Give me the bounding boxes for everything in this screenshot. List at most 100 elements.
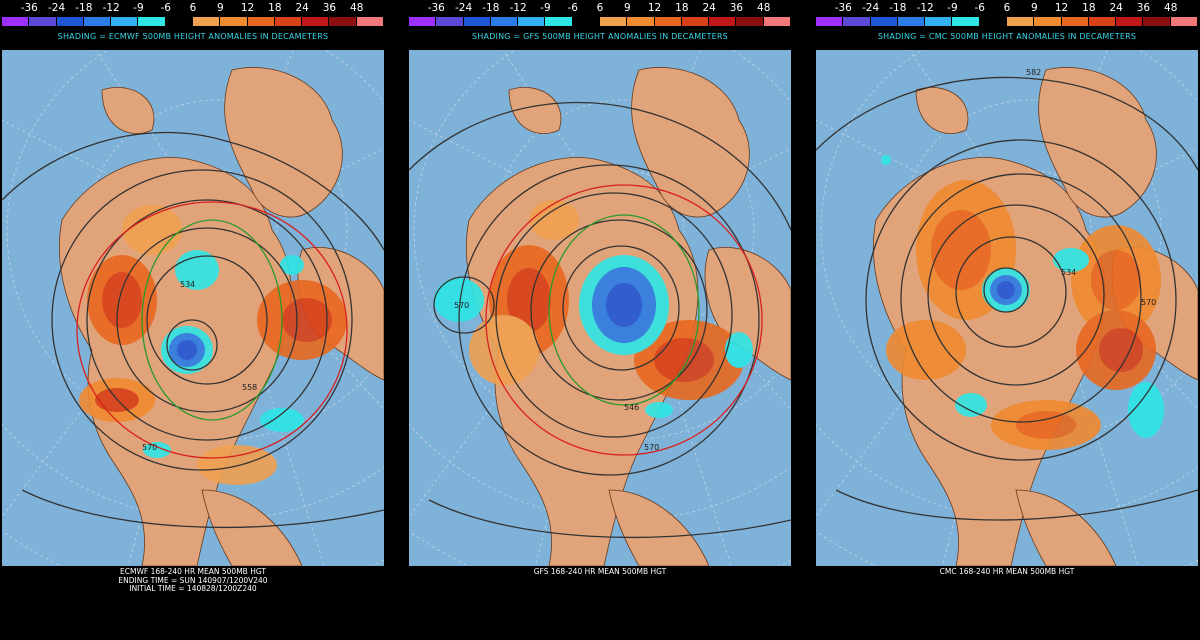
legend-swatch	[816, 17, 844, 26]
legend-swatch	[220, 17, 248, 26]
legend-swatch	[463, 17, 491, 26]
legend-swatch	[356, 17, 384, 26]
legend-tick-label: 6	[596, 2, 604, 14]
gfs-height-map: 570 546 570	[409, 50, 791, 566]
legend-swatch	[56, 17, 84, 26]
legend-tick-label: 12	[647, 2, 662, 14]
legend-swatch	[843, 17, 871, 26]
legend-swatch	[165, 17, 193, 26]
legend-tick-label: 48	[1164, 2, 1178, 14]
legend-swatch	[1116, 17, 1144, 26]
legend-tick-label: 24	[295, 2, 309, 14]
legend-swatch	[274, 17, 303, 26]
legend-swatch	[111, 17, 139, 26]
legend-swatch	[627, 17, 655, 26]
contour-label: 534	[1061, 268, 1076, 277]
anomaly-legend: -36 -24 -18 -12 -9 -6 6 9 12 18 24 36 48	[2, 0, 384, 28]
legend-swatch	[925, 17, 953, 26]
legend-tick-label: 6	[189, 2, 197, 14]
legend-tick-label: -9	[540, 2, 551, 14]
legend-swatch	[709, 17, 737, 26]
legend-tick-label: 24	[702, 2, 716, 14]
legend-tick-label: -36	[834, 2, 852, 14]
legend-tick-label: 9	[216, 2, 224, 14]
contour-label: 558	[242, 383, 257, 392]
legend-tick-label: 12	[240, 2, 255, 14]
legend-swatch	[1170, 17, 1198, 26]
legend-tick-label: 18	[675, 2, 689, 14]
legend-swatch	[192, 17, 221, 26]
legend-swatch	[83, 17, 112, 26]
legend-tick-label: -36	[20, 2, 38, 14]
caption-line: ENDING TIME = SUN 140907/1200V240	[118, 575, 268, 585]
legend-swatch	[545, 17, 573, 26]
legend-swatch	[736, 17, 764, 26]
legend-color-bar	[816, 17, 1198, 26]
shading-title: SHADING = ECMWF 500MB HEIGHT ANOMALIES I…	[57, 32, 329, 41]
legend-swatch	[1061, 17, 1089, 26]
legend-tick-label: -6	[974, 2, 985, 14]
caption-line: CMC 168-240 HR MEAN 500MB HGT	[939, 567, 1075, 576]
legend-swatch	[897, 17, 926, 26]
legend-swatch	[870, 17, 898, 26]
legend-tick-label: 12	[1054, 2, 1069, 14]
legend-tick-label: 48	[757, 2, 771, 14]
contour-label: 582	[1026, 68, 1041, 77]
legend-swatch	[599, 17, 628, 26]
legend-swatch	[572, 17, 600, 26]
legend-tick-label: -12	[509, 2, 527, 14]
legend-swatch	[1143, 17, 1171, 26]
contour-label: 570	[454, 301, 469, 310]
legend-tick-label: 9	[623, 2, 631, 14]
legend-swatch	[763, 17, 791, 26]
legend-tick-label: -12	[916, 2, 934, 14]
legend-swatch	[518, 17, 546, 26]
legend-swatch	[302, 17, 330, 26]
legend-swatch	[138, 17, 166, 26]
legend-tick-label: 48	[350, 2, 364, 14]
legend-swatch	[29, 17, 57, 26]
anomaly-legend: -36 -24 -18 -12 -9 -6 6 9 12 18 24 36 48	[816, 0, 1198, 28]
legend-tick-label: -24	[861, 2, 880, 14]
legend-color-bar	[409, 17, 791, 26]
shading-title: SHADING = CMC 500MB HEIGHT ANOMALIES IN …	[877, 32, 1137, 41]
legend-swatch	[979, 17, 1007, 26]
legend-swatch	[1088, 17, 1117, 26]
legend-ticks: -36 -24 -18 -12 -9 -6 6 9 12 18 24 36 48	[2, 2, 384, 14]
legend-tick-label: 6	[1003, 2, 1011, 14]
legend-swatch	[1034, 17, 1062, 26]
legend-tick-label: -18	[482, 2, 500, 14]
legend-tick-label: 18	[268, 2, 282, 14]
shading-title: SHADING = GFS 500MB HEIGHT ANOMALIES IN …	[472, 32, 728, 41]
caption-line: GFS 168-240 HR MEAN 500MB HGT	[533, 567, 667, 576]
legend-ticks: -36 -24 -18 -12 -9 -6 6 9 12 18 24 36 48	[816, 2, 1198, 14]
legend-tick-label: -24	[47, 2, 66, 14]
legend-tick-label: -36	[427, 2, 445, 14]
legend-swatch	[329, 17, 357, 26]
legend-tick-label: 36	[322, 2, 337, 14]
ecmwf-height-map: 534 570 558	[2, 50, 384, 566]
legend-tick-label: -6	[567, 2, 578, 14]
legend-swatch	[1006, 17, 1035, 26]
legend-tick-label: -18	[75, 2, 93, 14]
legend-tick-label: -18	[889, 2, 907, 14]
legend-swatch	[490, 17, 519, 26]
legend-swatch	[247, 17, 275, 26]
legend-swatch	[681, 17, 710, 26]
legend-tick-label: -6	[160, 2, 171, 14]
cmc-height-map: 582 534 570	[816, 50, 1198, 566]
map-panel-ecmwf: -36 -24 -18 -12 -9 -6 6 9 12 18 24 36 48 SHADING = E…	[0, 0, 386, 640]
legend-swatch	[436, 17, 464, 26]
contour-label: 570	[1141, 298, 1156, 307]
legend-tick-label: -9	[947, 2, 958, 14]
legend-tick-label: 36	[1136, 2, 1151, 14]
legend-swatch	[2, 17, 30, 26]
map-panel-gfs: -36 -24 -18 -12 -9 -6 6 9 12 18 24 36 48 SHADING = G…	[407, 0, 793, 640]
legend-swatch	[654, 17, 682, 26]
caption-line: INITIAL TIME = 140828/1200Z240	[129, 584, 257, 593]
legend-tick-label: -24	[454, 2, 473, 14]
panel-caption: GFS 168-240 HR MEAN 500MB HGT	[407, 567, 793, 577]
legend-swatch	[952, 17, 980, 26]
legend-color-bar	[2, 17, 384, 26]
legend-tick-label: 36	[729, 2, 744, 14]
